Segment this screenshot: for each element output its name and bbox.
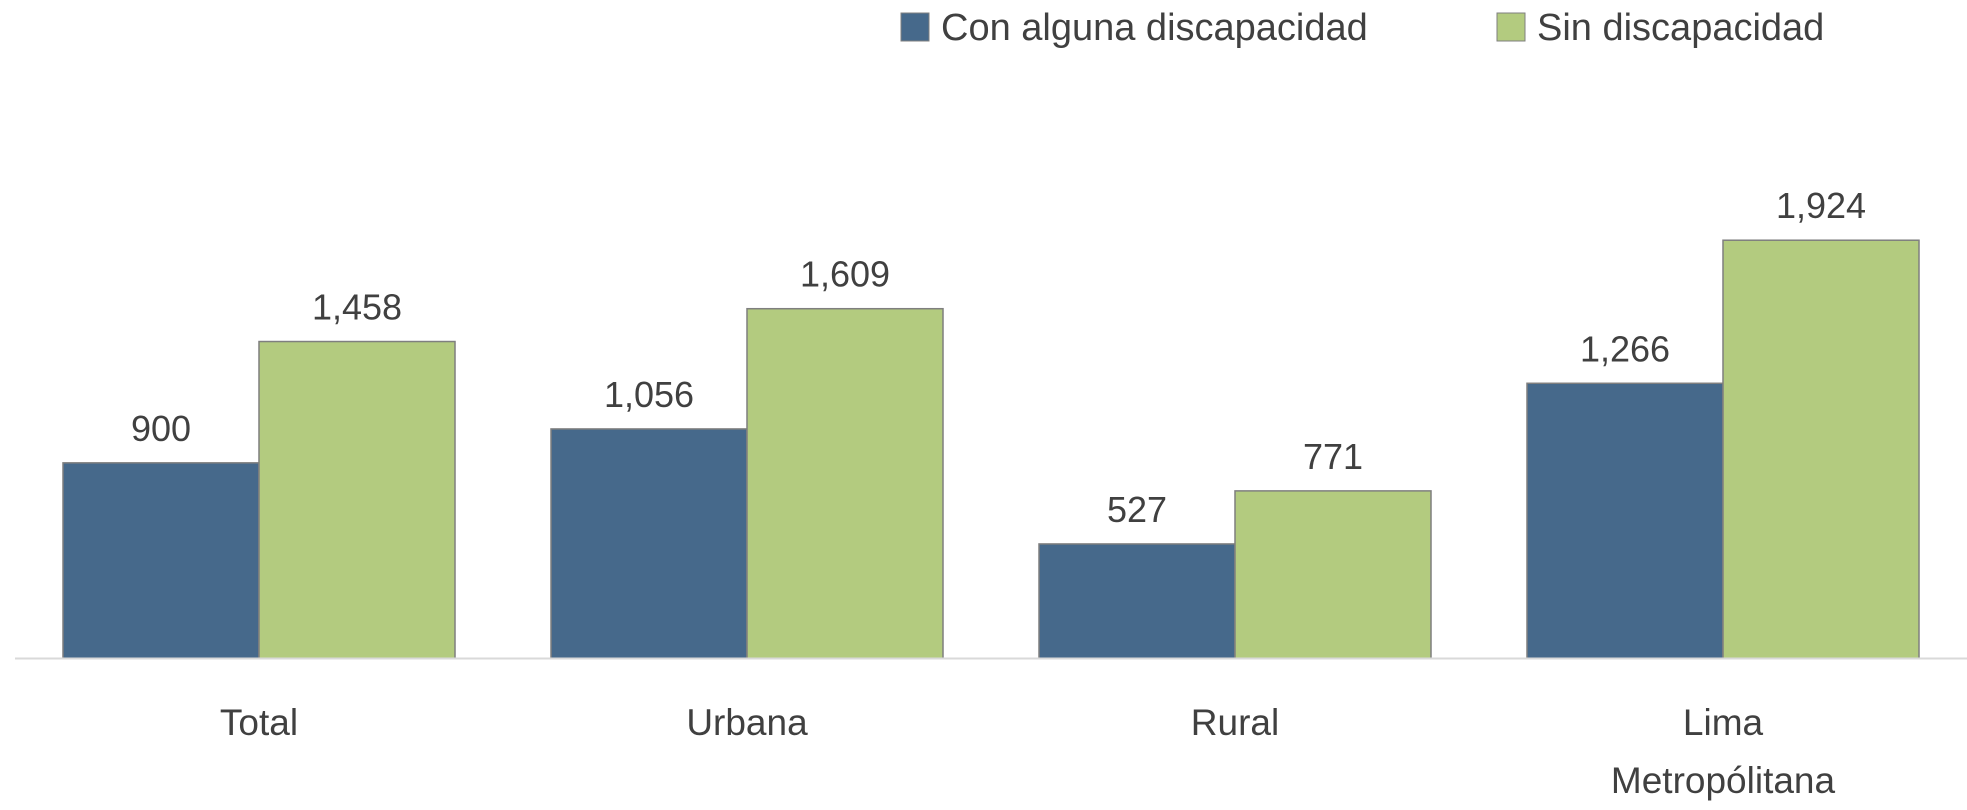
value-label: 1,458	[312, 287, 402, 328]
bar	[1234, 490, 1432, 660]
bar	[1722, 239, 1920, 660]
x-tick-label: Rural	[1190, 702, 1280, 743]
bar	[550, 428, 748, 660]
bar	[746, 307, 944, 660]
value-label: 1,056	[604, 374, 694, 415]
legend-label: Sin discapacidad	[1537, 7, 1824, 49]
bar	[62, 462, 260, 660]
value-label: 527	[1107, 489, 1167, 530]
value-label: 1,266	[1580, 328, 1670, 369]
legend-swatch	[900, 12, 930, 42]
x-tick-label: Lima Metropólitana	[1610, 702, 1836, 801]
x-tick-label: Total	[219, 702, 299, 743]
bar	[1526, 382, 1724, 660]
legend-swatch	[1496, 12, 1526, 42]
bar	[258, 340, 456, 660]
value-label: 771	[1303, 436, 1363, 477]
value-label: 900	[131, 408, 191, 449]
value-label: 1,609	[800, 254, 890, 295]
value-label: 1,924	[1776, 185, 1866, 226]
x-tick-label: Urbana	[686, 702, 808, 743]
legend-label: Con alguna discapacidad	[941, 7, 1368, 49]
bar	[1038, 543, 1236, 660]
